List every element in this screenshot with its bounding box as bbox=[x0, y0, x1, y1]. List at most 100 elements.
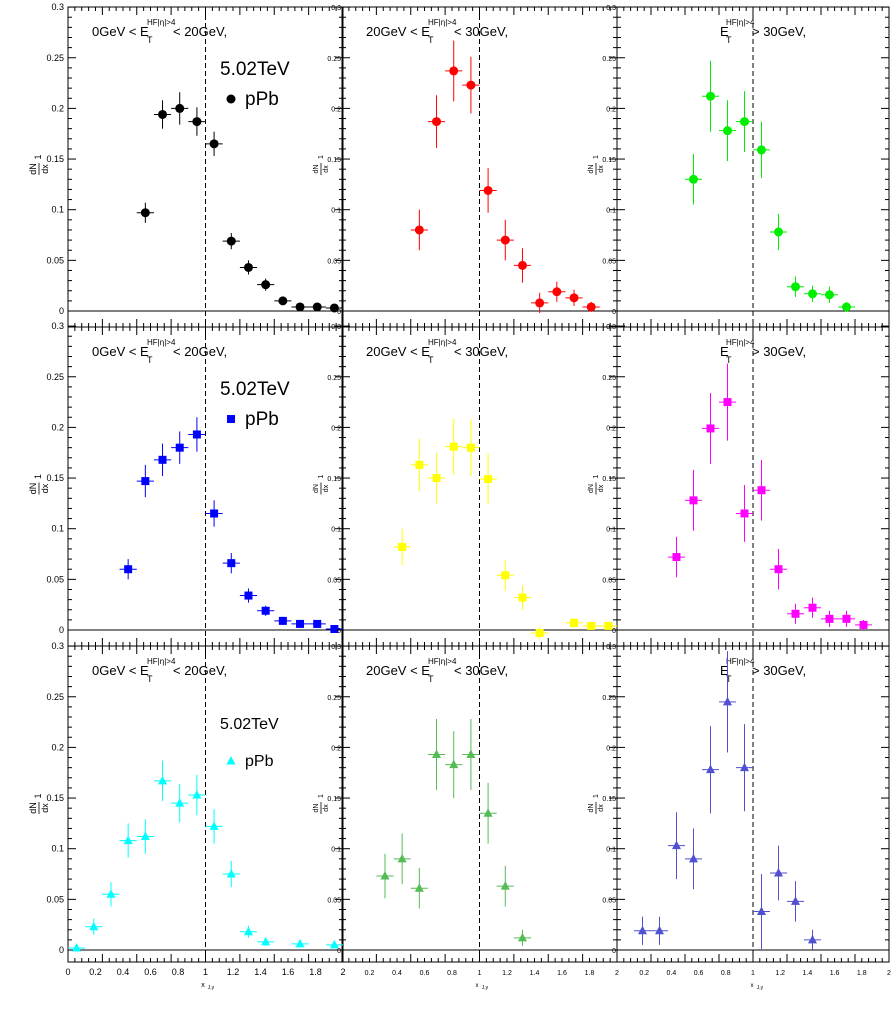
data-point bbox=[484, 475, 493, 484]
x-tick-label: 0.6 bbox=[144, 967, 157, 977]
y-axis-numerator: dN bbox=[588, 484, 595, 493]
data-point bbox=[791, 896, 800, 905]
y-tick-label: 0.1 bbox=[606, 208, 616, 215]
data-point bbox=[140, 831, 150, 841]
data-point bbox=[842, 302, 851, 312]
x-tick-label: 0.6 bbox=[694, 970, 704, 977]
data-point bbox=[414, 883, 424, 892]
data-point bbox=[330, 624, 339, 633]
data-point bbox=[774, 868, 783, 877]
x-axis-title-sub: J,γ bbox=[482, 985, 489, 991]
y-axis-numerator: dN bbox=[28, 163, 38, 175]
panel-2: 0 0.05 0.1 0.15 0.2 0.25 0.3 dN dx 1 ET HF|η|>4> 30… bbox=[588, 5, 890, 327]
data-point bbox=[518, 593, 527, 602]
y-tick-label: 0.05 bbox=[46, 255, 64, 265]
legend-marker bbox=[226, 94, 236, 104]
x-tick-label: 1.6 bbox=[830, 970, 840, 977]
y-tick-label: 0 bbox=[612, 948, 616, 955]
data-point bbox=[757, 486, 766, 495]
data-point bbox=[192, 117, 202, 127]
y-axis-prefix: 1 bbox=[318, 474, 325, 478]
x-tick-label: 0 bbox=[65, 967, 70, 977]
y-tick-label: 0.05 bbox=[602, 897, 616, 904]
y-tick-label: 0.1 bbox=[51, 205, 64, 215]
data-point bbox=[278, 296, 288, 306]
panel-label-text: E bbox=[720, 344, 729, 359]
y-axis-denominator: dx bbox=[598, 484, 605, 492]
y-tick-label: 0 bbox=[337, 628, 341, 635]
x-tick-label: 1.6 bbox=[282, 967, 295, 977]
panel-label-post: > 30GeV, bbox=[752, 344, 806, 359]
y-tick-label: 0.25 bbox=[327, 695, 341, 702]
legend-system: pPb bbox=[245, 753, 274, 770]
y-axis-prefix: 1 bbox=[318, 155, 325, 159]
data-point bbox=[243, 926, 253, 936]
panel-label-post: > 30GeV, bbox=[752, 24, 806, 39]
y-axis-numerator: dN bbox=[313, 165, 320, 174]
data-point bbox=[192, 430, 201, 439]
y-tick-label: 0.3 bbox=[331, 324, 341, 331]
panel-label-sup: HF|η|>4 bbox=[147, 657, 176, 666]
y-tick-label: 0.2 bbox=[51, 103, 64, 113]
x-tick-label: 1.8 bbox=[857, 970, 867, 977]
data-point bbox=[313, 619, 322, 628]
y-axis-title: dN dx 1 bbox=[588, 474, 605, 495]
data-point bbox=[72, 942, 82, 952]
y-tick-label: 0 bbox=[337, 309, 341, 316]
data-point bbox=[740, 117, 749, 127]
data-point bbox=[689, 853, 698, 863]
data-point bbox=[209, 821, 219, 830]
x-tick-label: 0.4 bbox=[392, 970, 402, 977]
y-tick-label: 0.15 bbox=[327, 476, 341, 483]
y-tick-label: 0.2 bbox=[51, 422, 64, 432]
x-tick-label: 1.4 bbox=[530, 970, 540, 977]
legend-6: 5.02TeV pPb bbox=[220, 716, 279, 770]
x-tick-label: 0.2 bbox=[639, 970, 649, 977]
data-point bbox=[261, 936, 271, 946]
panel-label-sub: T bbox=[147, 674, 153, 684]
panel-label-post: < 20GeV, bbox=[173, 663, 227, 678]
y-tick-label: 0.2 bbox=[331, 106, 341, 113]
x-axis-title: x bbox=[751, 983, 754, 989]
y-axis-numerator: dN bbox=[588, 804, 595, 813]
y-tick-label: 0 bbox=[59, 306, 64, 316]
y-axis-title: dN dx 1 bbox=[588, 155, 605, 175]
panel-label-post: < 20GeV, bbox=[173, 24, 227, 39]
y-tick-label: 0.05 bbox=[602, 577, 616, 584]
data-point bbox=[723, 126, 732, 136]
x-axis-title: x bbox=[476, 983, 479, 989]
data-point bbox=[398, 542, 407, 551]
data-point bbox=[380, 871, 390, 880]
data-point bbox=[227, 559, 236, 568]
panel-label-sub: T bbox=[726, 35, 732, 45]
panel-label-sub: T bbox=[726, 355, 732, 365]
panel-label-sup: HF|η|>4 bbox=[147, 18, 176, 27]
x-tick-label: 1.8 bbox=[585, 970, 595, 977]
x-tick-label: 1.8 bbox=[309, 967, 322, 977]
y-axis-prefix: 1 bbox=[33, 154, 43, 159]
panel-8: 0 0.05 0.1 0.15 0.2 0.25 0.3 dN dx 1 ET HF|η|>4> 30… bbox=[588, 644, 890, 962]
y-tick-label: 0 bbox=[59, 625, 64, 635]
panel-label-text: 0GeV < E bbox=[92, 24, 149, 39]
y-axis-denominator: dx bbox=[40, 803, 50, 813]
y-tick-label: 0.05 bbox=[46, 894, 64, 904]
y-tick-label: 0 bbox=[337, 948, 341, 955]
panel-5: 0 0.05 0.1 0.15 0.2 0.25 0.3 dN dx 1 ET HF|η|>4> 30… bbox=[588, 324, 890, 646]
y-tick-label: 0.15 bbox=[327, 157, 341, 164]
x-tick-label: 1.2 bbox=[502, 970, 512, 977]
panel-label-text: 20GeV < E bbox=[366, 344, 430, 359]
y-tick-label: 0.1 bbox=[606, 847, 616, 854]
panel-label-post: < 30GeV, bbox=[454, 663, 508, 678]
y-axis-numerator: dN bbox=[588, 165, 595, 174]
y-tick-label: 0.25 bbox=[602, 56, 616, 63]
data-point bbox=[706, 764, 715, 774]
panel-label-sup: HF|η|>4 bbox=[147, 338, 176, 347]
y-axis-prefix: 1 bbox=[33, 474, 43, 479]
data-point bbox=[106, 889, 116, 898]
y-tick-label: 0.25 bbox=[46, 692, 64, 702]
data-point bbox=[570, 618, 579, 627]
data-point bbox=[774, 565, 783, 574]
y-tick-label: 0.3 bbox=[331, 5, 341, 12]
